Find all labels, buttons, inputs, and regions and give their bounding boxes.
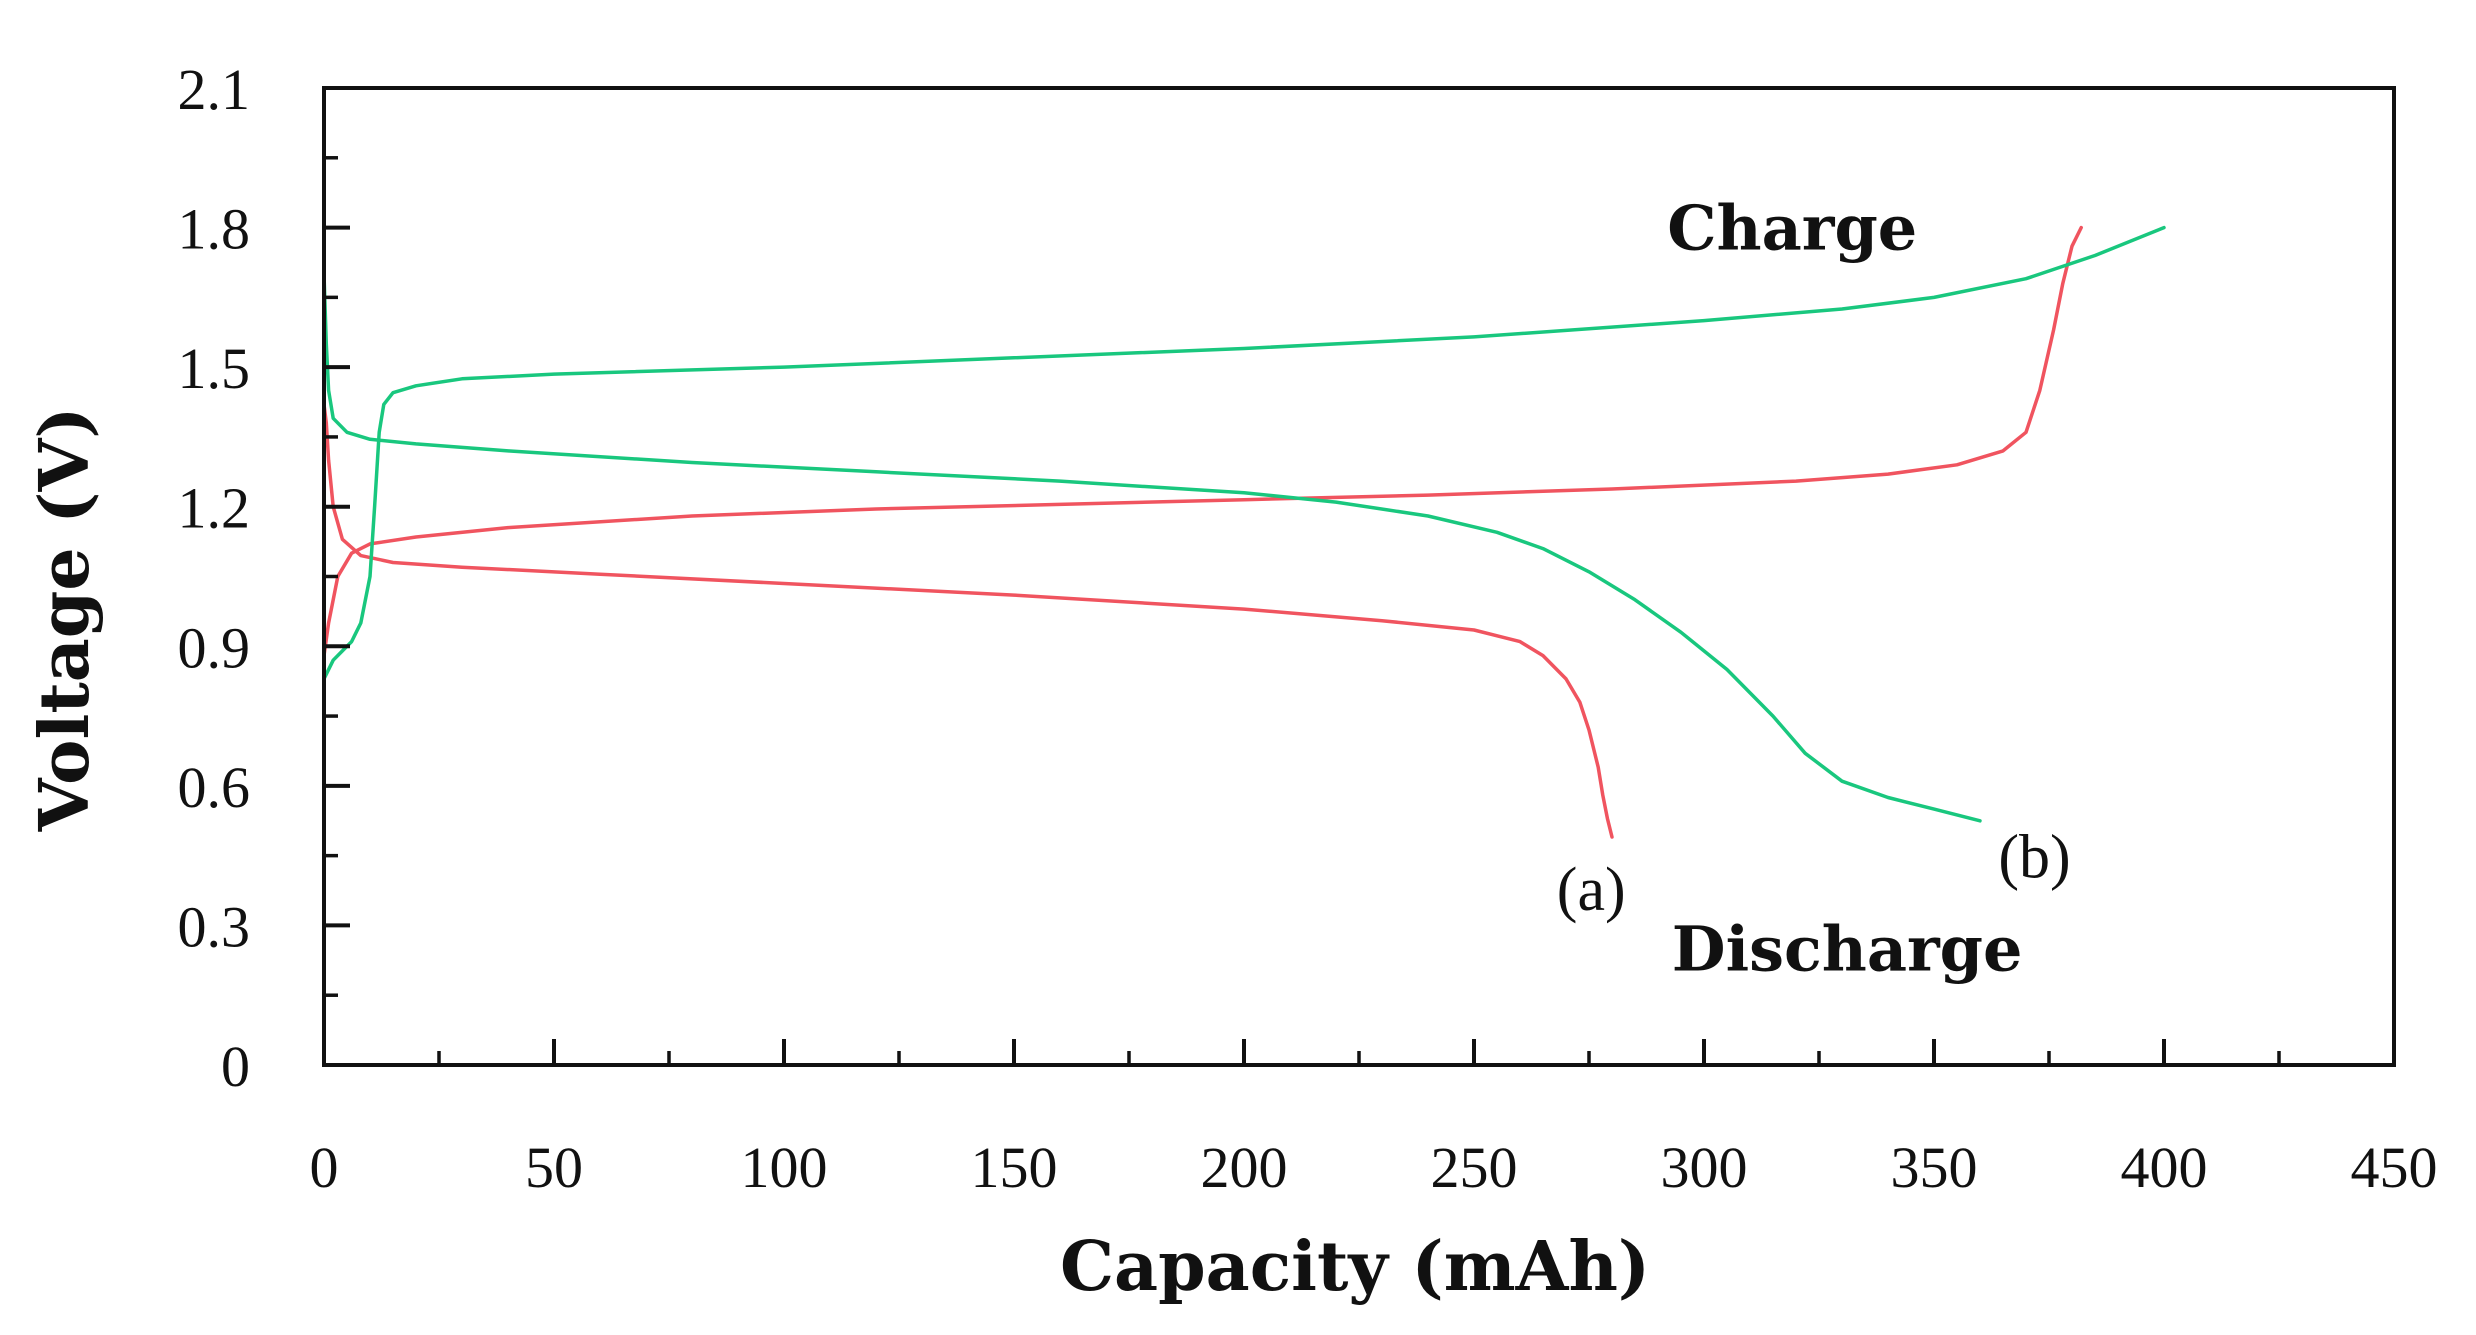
x-tick-label: 50 bbox=[525, 1135, 583, 1200]
x-tick-label: 200 bbox=[1201, 1135, 1288, 1200]
label-layer: 0 50 100 150 200 250 300 350 400 450 0 0.3 0.6 0.9 1.2… bbox=[178, 57, 2438, 1200]
x-axis-title: Capacity (mAh) bbox=[1060, 1227, 1650, 1307]
y-tick-label: 1.2 bbox=[178, 476, 251, 541]
annotation-charge: Charge bbox=[1667, 192, 1917, 265]
x-tick-label: 350 bbox=[1891, 1135, 1978, 1200]
y-tick-label: 0.6 bbox=[178, 755, 251, 820]
y-tick-label: 1.5 bbox=[178, 336, 251, 401]
annotation-b: (b) bbox=[1998, 824, 2070, 892]
y-tick-label: 0 bbox=[221, 1034, 250, 1099]
axis-layer bbox=[322, 86, 2396, 1067]
series-line-4 bbox=[322, 272, 1982, 823]
y-tick-label: 1.8 bbox=[178, 197, 251, 262]
series-line-3 bbox=[322, 225, 2166, 681]
x-tick-label: 100 bbox=[741, 1135, 828, 1200]
series-line-1 bbox=[322, 225, 2083, 658]
x-tick-label: 150 bbox=[971, 1135, 1058, 1200]
y-axis-title: Voltage (V) bbox=[25, 407, 105, 833]
y-tick-label: 0.3 bbox=[178, 894, 251, 959]
x-tick-label: 0 bbox=[310, 1135, 339, 1200]
x-tick-label: 400 bbox=[2121, 1135, 2208, 1200]
x-tick-label: 250 bbox=[1431, 1135, 1518, 1200]
x-tick-label: 450 bbox=[2351, 1135, 2438, 1200]
annotation-a: (a) bbox=[1557, 856, 1626, 924]
y-tick-label: 0.9 bbox=[178, 615, 251, 680]
y-tick-label: 2.1 bbox=[178, 57, 251, 122]
annotation-discharge: Discharge bbox=[1672, 913, 2023, 986]
series-line-2 bbox=[322, 402, 1614, 839]
series-layer bbox=[322, 225, 2166, 839]
x-tick-label: 300 bbox=[1661, 1135, 1748, 1200]
